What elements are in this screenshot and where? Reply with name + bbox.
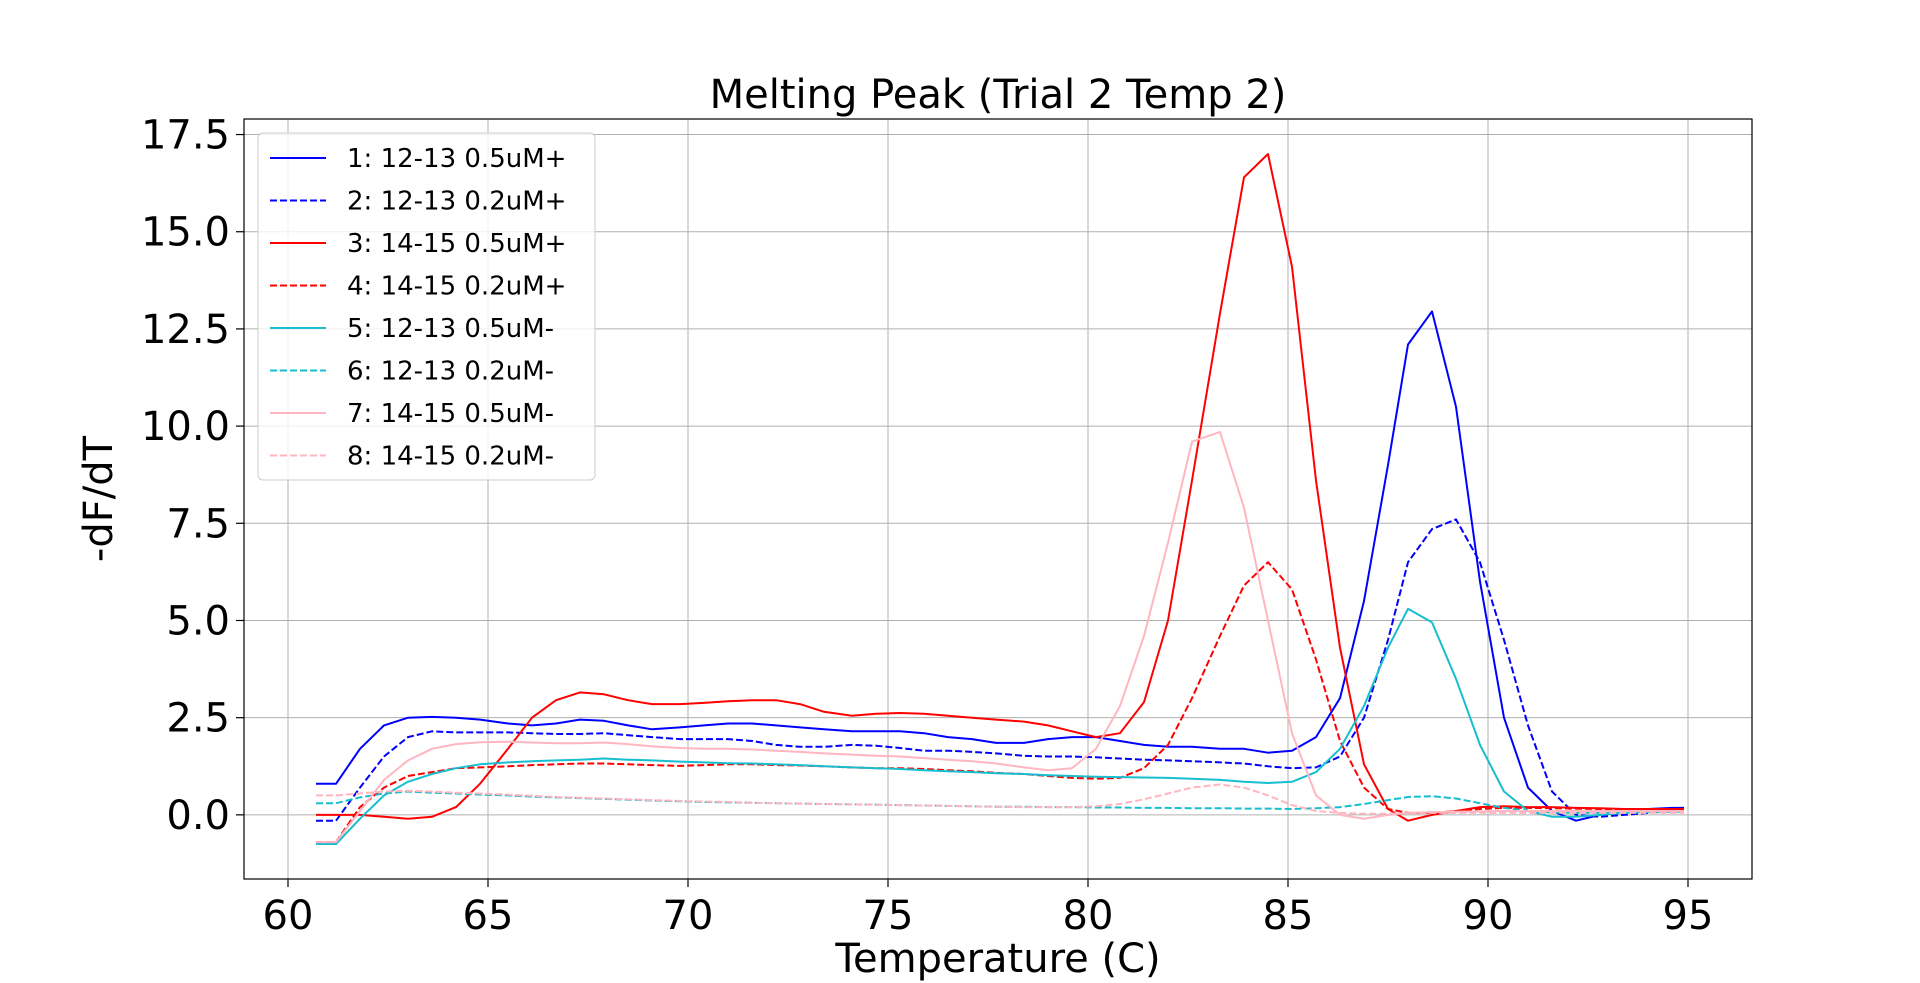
series-line-7 <box>316 430 1684 844</box>
legend-box <box>257 132 596 481</box>
legend-label-6: 6: 12-13 0.2uM- <box>347 357 554 387</box>
legend-label-8: 8: 14-15 0.2uM- <box>347 442 554 472</box>
x-tick-label: 75 <box>863 893 914 939</box>
x-tick-label: 95 <box>1663 893 1714 939</box>
series-line-2 <box>316 518 1684 822</box>
x-axis-label: Temperature (C) <box>834 936 1160 982</box>
x-tick-label: 85 <box>1263 893 1314 939</box>
series-line-1 <box>316 310 1684 822</box>
legend-label-3: 3: 14-15 0.5uM+ <box>347 229 566 259</box>
y-tick-label: 12.5 <box>141 307 230 353</box>
x-tick-label: 60 <box>263 893 314 939</box>
series-line-8 <box>316 783 1684 815</box>
legend-label-7: 7: 14-15 0.5uM- <box>347 399 554 429</box>
series-line-5 <box>316 607 1684 845</box>
x-tick-label: 90 <box>1463 893 1514 939</box>
grid <box>244 119 1752 879</box>
x-axis-ticks: 60 65 70 75 80 85 90 95 <box>263 879 1714 939</box>
y-tick-label: 15.0 <box>141 210 230 256</box>
legend: 1: 12-13 0.5uM+ 2: 12-13 0.2uM+ 3: 14-15 0… <box>257 132 596 481</box>
y-axis-label: -dF/dT <box>76 435 122 562</box>
plot-frame <box>243 118 1753 880</box>
legend-label-5: 5: 12-13 0.5uM- <box>347 314 554 344</box>
y-tick-label: 2.5 <box>166 696 230 742</box>
y-tick-label: 7.5 <box>166 501 230 547</box>
series-layer <box>316 153 1684 845</box>
legend-label-1: 1: 12-13 0.5uM+ <box>347 144 566 174</box>
x-tick-label: 80 <box>1063 893 1114 939</box>
y-tick-label: 5.0 <box>166 598 230 644</box>
legend-label-2: 2: 12-13 0.2uM+ <box>347 187 566 217</box>
y-axis-ticks: 0.0 2.5 5.0 7.5 10.0 12.5 15.0 17.5 <box>141 113 244 839</box>
legend-label-4: 4: 14-15 0.2uM+ <box>347 272 566 302</box>
y-tick-label: 10.0 <box>141 404 230 450</box>
y-tick-label: 17.5 <box>141 113 230 159</box>
chart-title: Melting Peak (Trial 2 Temp 2) <box>710 72 1287 118</box>
x-tick-label: 70 <box>663 893 714 939</box>
y-tick-label: 0.0 <box>166 793 230 839</box>
x-tick-label: 65 <box>463 893 514 939</box>
